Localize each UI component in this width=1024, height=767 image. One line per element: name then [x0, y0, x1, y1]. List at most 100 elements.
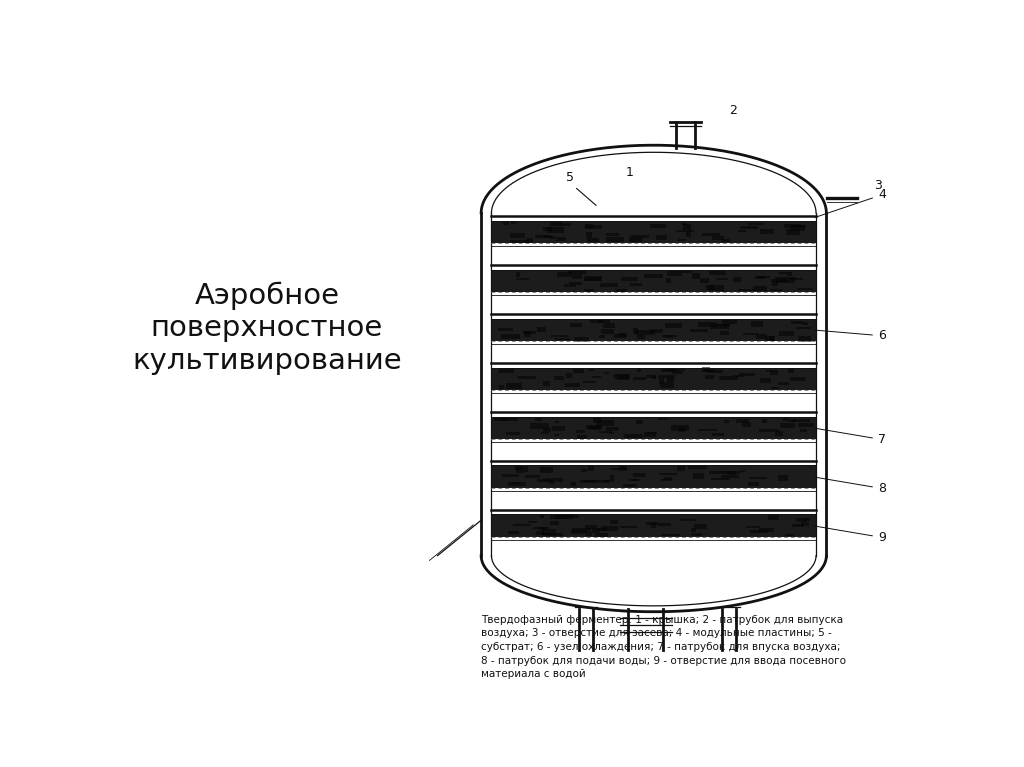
- Polygon shape: [662, 479, 672, 482]
- Text: 2: 2: [729, 104, 737, 117]
- Polygon shape: [757, 276, 770, 278]
- Polygon shape: [679, 427, 685, 432]
- Polygon shape: [800, 429, 807, 433]
- Polygon shape: [588, 369, 594, 371]
- Polygon shape: [656, 235, 667, 240]
- Polygon shape: [711, 478, 730, 480]
- Polygon shape: [753, 286, 767, 291]
- Polygon shape: [527, 521, 537, 523]
- Polygon shape: [492, 466, 816, 488]
- Polygon shape: [518, 377, 537, 379]
- Polygon shape: [762, 420, 767, 423]
- Polygon shape: [742, 422, 751, 427]
- Polygon shape: [716, 278, 728, 279]
- Polygon shape: [605, 426, 620, 430]
- Polygon shape: [550, 515, 569, 519]
- Polygon shape: [492, 221, 816, 243]
- Polygon shape: [592, 528, 600, 534]
- Polygon shape: [587, 232, 592, 239]
- Polygon shape: [604, 372, 609, 374]
- Polygon shape: [515, 272, 519, 277]
- Polygon shape: [516, 467, 523, 472]
- Polygon shape: [690, 329, 709, 331]
- Polygon shape: [549, 236, 555, 239]
- Polygon shape: [779, 272, 788, 275]
- Polygon shape: [494, 416, 508, 421]
- Polygon shape: [591, 277, 601, 278]
- Polygon shape: [719, 376, 738, 380]
- Polygon shape: [682, 270, 691, 273]
- Polygon shape: [792, 225, 807, 228]
- Polygon shape: [782, 416, 788, 421]
- Polygon shape: [515, 465, 523, 469]
- Polygon shape: [739, 373, 755, 376]
- Polygon shape: [775, 277, 785, 281]
- Polygon shape: [698, 429, 717, 431]
- Polygon shape: [586, 532, 592, 536]
- Polygon shape: [700, 278, 710, 283]
- Polygon shape: [724, 471, 740, 474]
- Polygon shape: [732, 374, 744, 377]
- Polygon shape: [614, 334, 627, 338]
- Polygon shape: [581, 469, 587, 472]
- Polygon shape: [785, 534, 795, 536]
- Polygon shape: [503, 222, 509, 225]
- Polygon shape: [629, 237, 642, 242]
- Polygon shape: [757, 334, 767, 339]
- Polygon shape: [513, 524, 531, 526]
- Polygon shape: [522, 331, 536, 334]
- Polygon shape: [596, 420, 613, 426]
- Polygon shape: [791, 377, 805, 381]
- Polygon shape: [779, 331, 795, 335]
- Polygon shape: [564, 284, 577, 288]
- Polygon shape: [707, 285, 715, 290]
- Polygon shape: [660, 534, 680, 536]
- Polygon shape: [738, 288, 757, 291]
- Polygon shape: [658, 418, 668, 420]
- Polygon shape: [508, 482, 526, 486]
- Polygon shape: [573, 337, 589, 341]
- Polygon shape: [536, 235, 550, 238]
- Polygon shape: [759, 429, 778, 432]
- Polygon shape: [543, 428, 551, 433]
- Polygon shape: [710, 324, 729, 329]
- Polygon shape: [510, 240, 528, 242]
- Polygon shape: [778, 475, 788, 480]
- Polygon shape: [524, 466, 528, 472]
- Polygon shape: [693, 473, 703, 479]
- Polygon shape: [801, 522, 809, 526]
- Polygon shape: [620, 525, 637, 528]
- Polygon shape: [555, 422, 559, 423]
- Polygon shape: [540, 527, 549, 530]
- Polygon shape: [740, 226, 758, 229]
- Polygon shape: [592, 480, 608, 482]
- Polygon shape: [710, 271, 726, 275]
- Polygon shape: [624, 484, 637, 486]
- Polygon shape: [492, 367, 816, 390]
- Polygon shape: [580, 479, 593, 483]
- Text: 3: 3: [874, 179, 882, 193]
- Polygon shape: [569, 282, 583, 285]
- Polygon shape: [679, 239, 686, 241]
- Polygon shape: [550, 222, 562, 225]
- Polygon shape: [713, 236, 724, 240]
- Polygon shape: [788, 419, 796, 422]
- Polygon shape: [673, 370, 683, 374]
- Polygon shape: [530, 423, 550, 429]
- Polygon shape: [666, 335, 673, 337]
- Polygon shape: [771, 387, 778, 389]
- Polygon shape: [650, 225, 667, 229]
- Polygon shape: [592, 376, 601, 378]
- Polygon shape: [646, 522, 658, 525]
- Polygon shape: [644, 433, 656, 437]
- Polygon shape: [582, 480, 598, 482]
- Text: Аэробное
поверхностное
культивирование: Аэробное поверхностное культивирование: [132, 281, 401, 375]
- Polygon shape: [526, 238, 534, 242]
- Polygon shape: [567, 270, 587, 274]
- Polygon shape: [609, 476, 614, 480]
- Polygon shape: [792, 525, 804, 528]
- Text: 1: 1: [626, 166, 634, 179]
- Polygon shape: [797, 288, 813, 290]
- Polygon shape: [686, 231, 690, 237]
- Polygon shape: [544, 381, 550, 386]
